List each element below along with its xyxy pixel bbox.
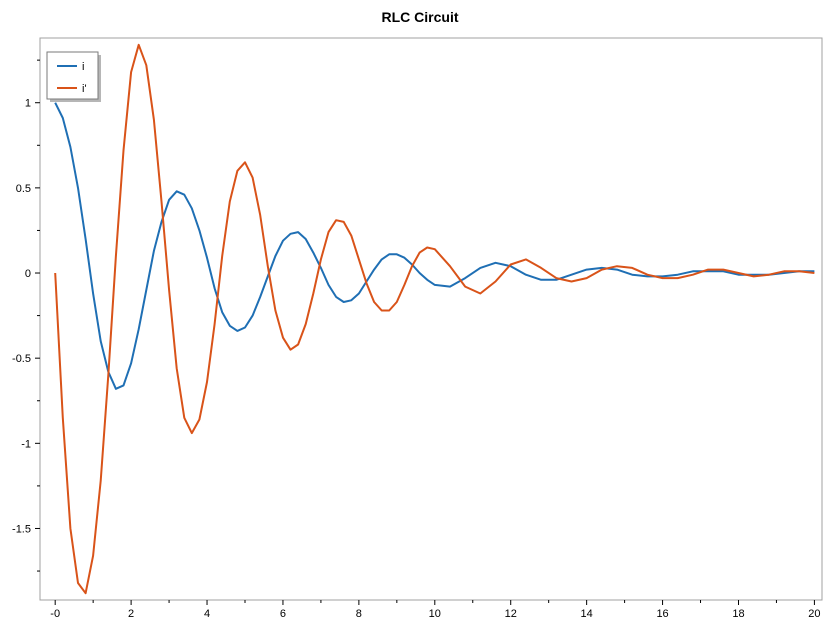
legend-box [46,51,99,100]
y-tick-label: -1.5 [12,523,31,535]
x-tick-label: 10 [429,608,441,620]
x-tick-label: 12 [505,608,517,620]
x-tick-label: -0 [50,608,60,620]
plot-frame [39,37,823,601]
x-tick-label: 2 [128,608,134,620]
x-tick-label: 6 [280,608,286,620]
x-tick-label: 14 [581,608,593,620]
legend-label: i' [82,83,87,95]
y-tick-label: -0.5 [12,353,31,365]
series-line-i-prime [54,43,815,595]
y-axis-ticks: 1 0.5 0 -0.5 -1 -1.5 [12,59,40,572]
x-tick-label: 4 [204,608,210,620]
x-tick-label: 18 [732,608,744,620]
y-tick-label: -1 [21,438,31,450]
series-line-i [54,102,815,390]
series-layer [54,43,815,595]
x-tick-label: 8 [356,608,362,620]
x-tick-label: 16 [656,608,668,620]
legend[interactable]: i i' [46,51,101,102]
y-tick-label: 0.5 [16,183,31,195]
y-tick-label: 1 [25,98,31,110]
axes [39,37,823,601]
chart-title: RLC Circuit [381,9,459,25]
x-tick-label: 20 [808,608,820,620]
legend-label: i [82,61,84,73]
x-axis-ticks: -0 2 4 6 8 10 12 14 16 18 20 [50,600,821,620]
y-tick-label: 0 [25,268,31,280]
